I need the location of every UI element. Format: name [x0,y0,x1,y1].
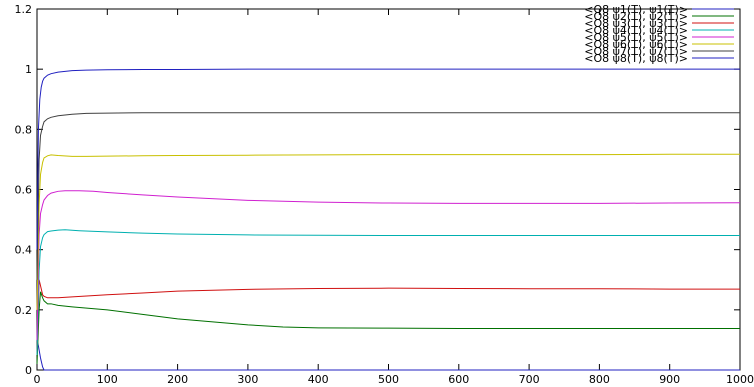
series-line-1 [36,339,740,371]
series-line-8 [36,68,740,250]
legend-label-3: <O8 ψ3(T), ψ3(T)> [584,17,688,30]
series-line-4 [36,229,740,355]
x-tick-label: 600 [448,373,469,386]
x-tick-label: 0 [34,373,41,386]
legend-label-7: <O8 ψ7(T), ψ7(T)> [584,45,688,58]
series-line-3 [36,279,740,355]
series-line-2 [36,291,740,364]
legend-label-8: <O8 ψ8(T), ψ8(T)> [584,52,688,65]
x-tick-label: 1000 [726,373,754,386]
x-tick-label: 700 [519,373,540,386]
legend-label-2: <O8 ψ2(T), ψ2(T)> [584,10,688,23]
legend: <O8 ψ1(T), ψ1(T)><O8 ψ2(T), ψ2(T)><O8 ψ3… [584,3,734,65]
series-line-7 [36,112,740,280]
x-tick-label: 200 [167,373,188,386]
legend-label-1: <O8 ψ1(T), ψ1(T)> [584,3,688,16]
y-tick-label: 0.2 [15,304,33,317]
y-tick-label: 0.4 [15,244,33,257]
x-tick-label: 800 [589,373,610,386]
axis-ticks: 0 100 200 300 400 500 600 700 800 900 1000 0 0.2 0.4 0… [15,3,754,386]
legend-label-4: <O8 ψ4(T), ψ4(T)> [584,24,688,37]
legend-label-5: <O8 ψ5(T), ψ5(T)> [584,31,688,44]
x-tick-label: 500 [378,373,399,386]
series-lines [36,68,741,371]
y-tick-label: 0.6 [15,184,33,197]
series-line-6 [36,153,740,310]
x-tick-label: 100 [97,373,118,386]
y-tick-label: 0 [25,364,32,377]
series-line-5 [36,190,741,340]
x-tick-label: 400 [308,373,329,386]
x-tick-label: 900 [659,373,680,386]
legend-label-6: <O8 ψ6(T), ψ6(T)> [584,38,688,51]
y-tick-label: 1.2 [15,3,33,16]
y-tick-label: 1 [25,63,32,76]
x-tick-label: 300 [237,373,258,386]
y-tick-label: 0.8 [15,123,33,136]
